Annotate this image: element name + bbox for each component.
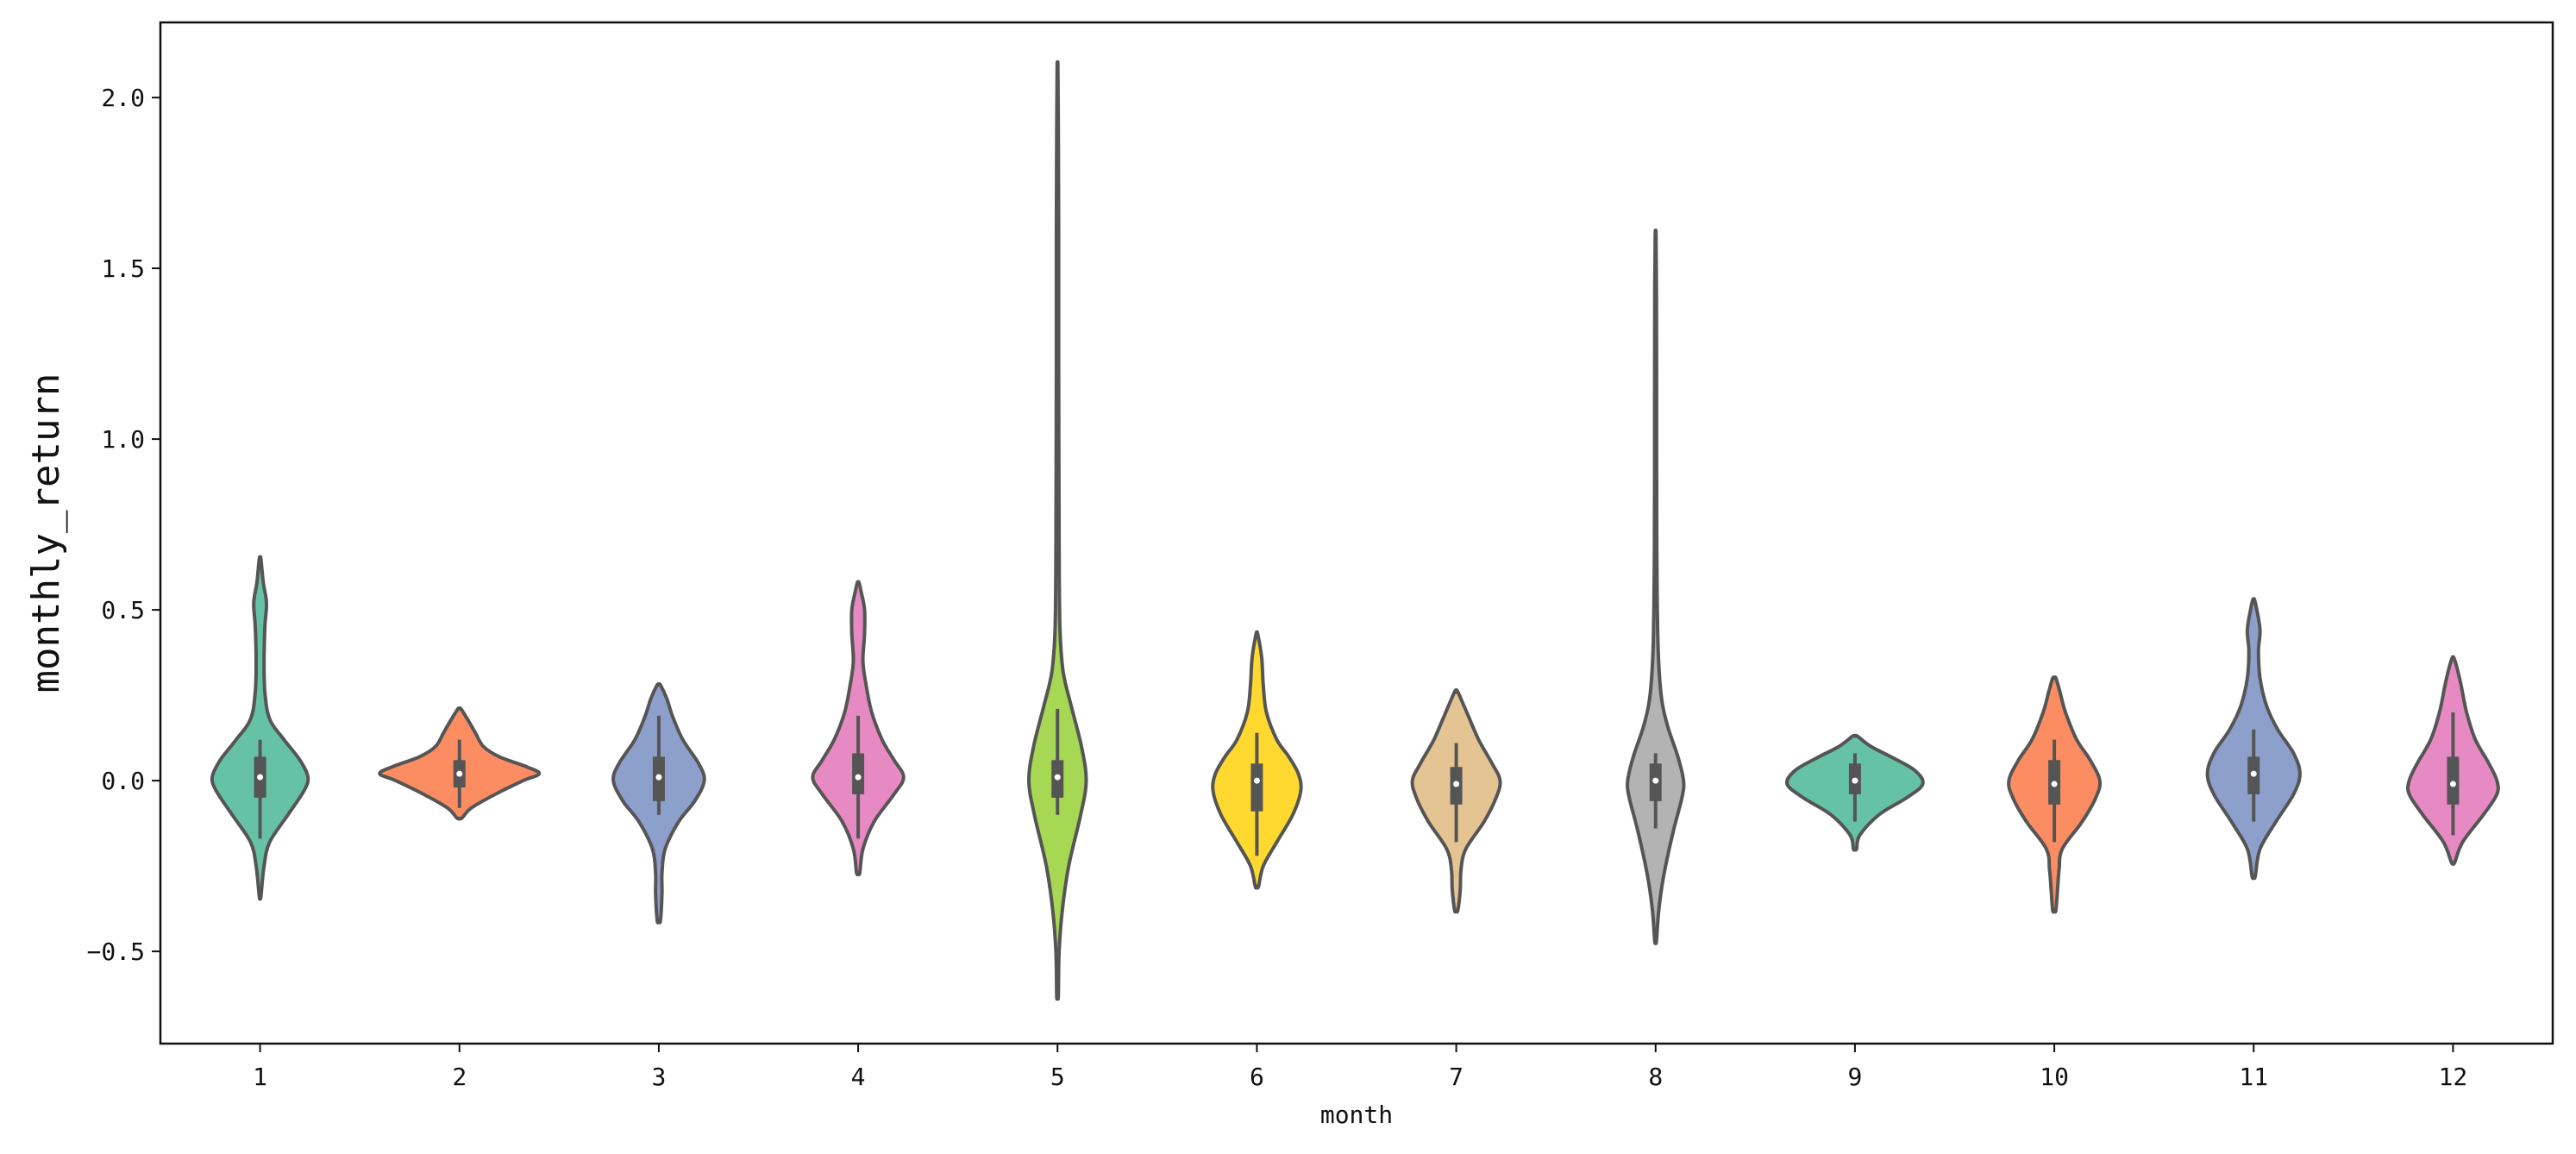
- violin-month-9: [1785, 733, 1925, 852]
- y-axis-label: monthly_return: [24, 373, 68, 693]
- violin-body: [210, 555, 310, 901]
- x-tick-label: 12: [2439, 1063, 2468, 1091]
- x-tick-label: 2: [452, 1063, 467, 1091]
- violin-median-point: [456, 770, 463, 777]
- violin-iqr-box: [852, 753, 865, 794]
- violin-median-point: [1054, 774, 1061, 781]
- violin-median-point: [1652, 777, 1659, 784]
- violin-month-2: [378, 706, 542, 821]
- violin-month-11: [2205, 597, 2302, 881]
- violin-month-4: [811, 580, 906, 877]
- y-tick-label: 0.5: [101, 596, 145, 624]
- x-tick-label: 4: [851, 1063, 866, 1091]
- violin-month-12: [2405, 655, 2500, 866]
- violin-month-7: [1410, 688, 1502, 914]
- violin-body: [1626, 229, 1686, 945]
- x-tick-label: 3: [651, 1063, 666, 1091]
- plot-frame: [159, 21, 2554, 1045]
- violin-iqr-box: [1250, 763, 1263, 812]
- violin-median-point: [257, 774, 264, 781]
- violin-month-8: [1626, 229, 1686, 945]
- violin-median-point: [1453, 781, 1460, 787]
- x-tick-label: 6: [1250, 1063, 1264, 1091]
- violin-month-10: [2007, 675, 2103, 914]
- violin-body: [1026, 60, 1088, 1001]
- violin-month-6: [1211, 630, 1303, 890]
- x-tick-label: 7: [1449, 1063, 1463, 1091]
- x-tick-label: 9: [1847, 1063, 1862, 1091]
- violin-median-point: [2250, 770, 2257, 777]
- violin-median-point: [2449, 781, 2456, 787]
- x-tick-label: 11: [2239, 1063, 2268, 1091]
- violins-layer: [210, 60, 2500, 1001]
- y-tick-label: 2.0: [101, 84, 145, 112]
- x-axis-label: month: [1320, 1101, 1393, 1129]
- violin-median-point: [2051, 781, 2058, 787]
- x-tick-label: 8: [1648, 1063, 1663, 1091]
- violin-median-point: [855, 774, 862, 781]
- violin-month-1: [210, 555, 310, 901]
- y-tick-label: −0.5: [87, 938, 145, 966]
- x-tick-label: 5: [1050, 1063, 1065, 1091]
- y-tick-label: 1.0: [101, 425, 145, 454]
- y-tick-label: 1.5: [101, 254, 145, 283]
- violin-month-5: [1026, 60, 1088, 1001]
- x-tick-label: 10: [2040, 1063, 2069, 1091]
- y-tick-label: 0.0: [101, 767, 145, 795]
- x-tick-label: 1: [253, 1063, 267, 1091]
- x-axis: 1 2 3 4 5 6 7 8 9 10 11 12: [253, 1044, 2467, 1091]
- y-axis: −0.5 0.0 0.5 1.0 1.5 2.0: [87, 84, 160, 966]
- violin-median-point: [655, 774, 662, 781]
- violin-median-point: [1852, 777, 1858, 784]
- violin-iqr-box: [2447, 756, 2460, 805]
- violin-median-point: [1253, 777, 1260, 784]
- violin-month-3: [611, 682, 706, 925]
